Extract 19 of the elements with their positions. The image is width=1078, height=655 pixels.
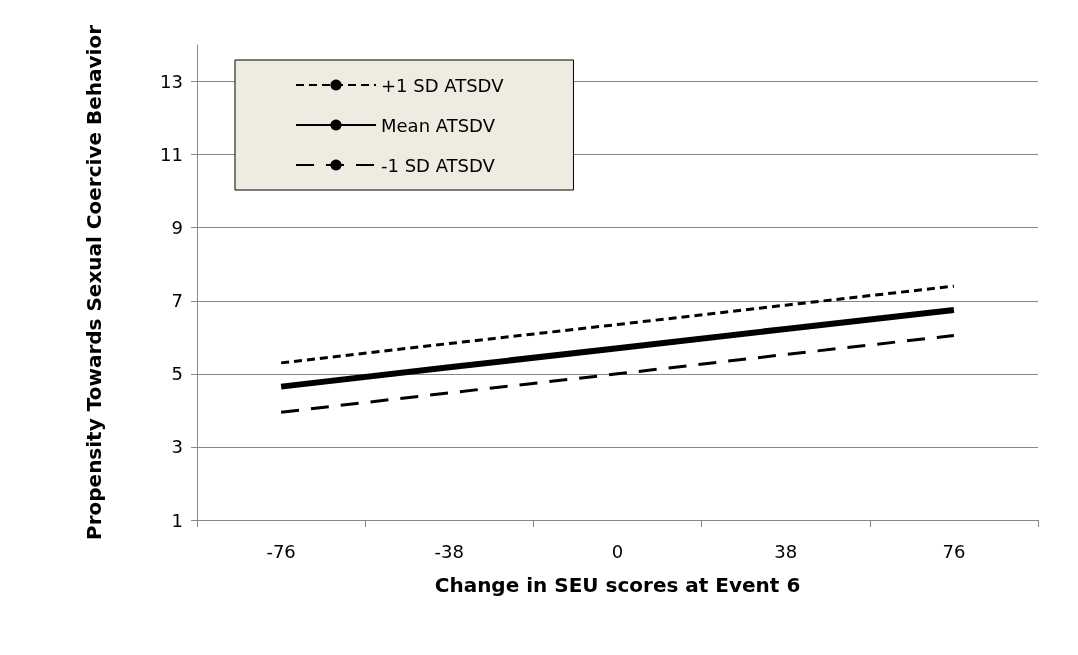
y-tick-label: 5 xyxy=(171,363,183,385)
y-axis-title: Propensity Towards Sexual Coercive Behavior xyxy=(82,24,106,541)
legend-label: -1 SD ATSDV xyxy=(381,154,496,176)
legend-label: +1 SD ATSDV xyxy=(381,74,505,96)
y-tick-label: 13 xyxy=(160,71,183,93)
x-tick-label: -76 xyxy=(266,540,296,562)
x-tick-label: -38 xyxy=(434,540,464,562)
x-axis-title: Change in SEU scores at Event 6 xyxy=(434,573,801,597)
line-series xyxy=(279,284,956,365)
x-tick-label: 0 xyxy=(611,540,624,562)
y-tick-label: 1 xyxy=(171,509,183,531)
line-series xyxy=(279,333,956,414)
x-tick-label: 76 xyxy=(942,540,966,562)
y-tick-label: 7 xyxy=(171,290,183,312)
y-tick-label: 3 xyxy=(171,436,183,458)
legend-label: Mean ATSDV xyxy=(381,114,496,136)
x-tick-label: 38 xyxy=(774,540,798,562)
y-tick-label: 11 xyxy=(160,144,183,166)
y-tick-label: 9 xyxy=(171,217,183,239)
